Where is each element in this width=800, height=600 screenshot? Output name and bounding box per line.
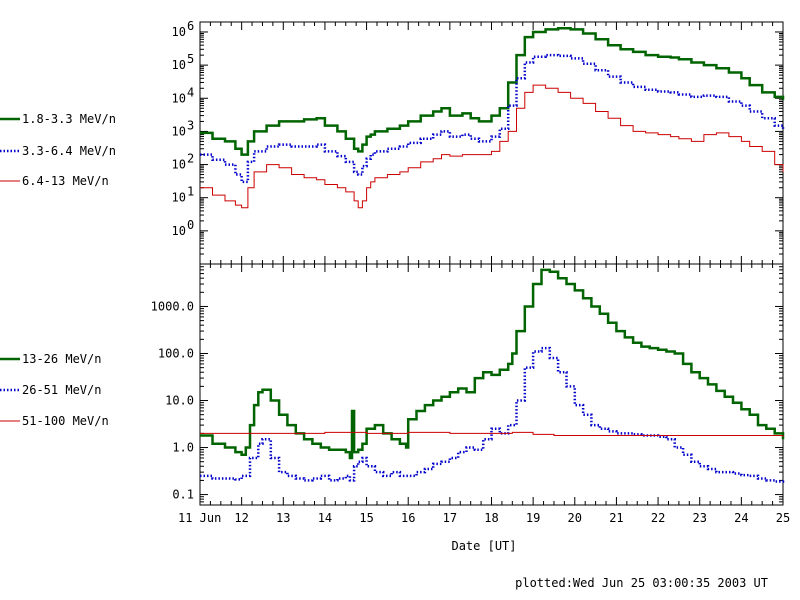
series-layer (200, 26, 785, 483)
x-tick-label: 14 (318, 511, 332, 525)
series-line-2-2 (200, 346, 785, 483)
legend-label: 1.8-3.3 MeV/n (22, 112, 116, 126)
x-tick-label: 21 (609, 511, 623, 525)
x-axis-label: Date [UT] (451, 539, 516, 553)
legend-label: 51-100 MeV/n (22, 414, 109, 428)
y-tick-exponent: 0 (187, 218, 194, 232)
y-tick-label: 100.0 (158, 346, 194, 360)
x-tick-label: 18 (484, 511, 498, 525)
x-tick-label: 23 (692, 511, 706, 525)
y-tick-label: 10 (172, 58, 186, 72)
plotted-timestamp: plotted:Wed Jun 25 03:00:35 2003 UT (515, 576, 768, 590)
x-tick-label: 19 (526, 511, 540, 525)
x-tick-label: 20 (568, 511, 582, 525)
y-tick-exponent: 5 (187, 52, 194, 66)
y-tick-label: 10 (172, 191, 186, 205)
series-line-2-3 (200, 431, 784, 437)
legend-layer: 1.8-3.3 MeV/n 3.3-6.4 MeV/n 6.4-13 MeV/n 13… (0, 112, 116, 428)
y-tick-label: 10 (172, 25, 186, 39)
x-tick-label: 25 (776, 511, 790, 525)
y-tick-label: 10.0 (165, 394, 194, 408)
y-tick-label: 1.0 (172, 441, 194, 455)
plot-frame-1 (199, 21, 784, 265)
legend-label: 13-26 MeV/n (22, 352, 101, 366)
x-tick-label: 16 (401, 511, 415, 525)
x-tick-label: 11 Jun (178, 511, 221, 525)
x-tick-label: 22 (651, 511, 665, 525)
legend-label: 3.3-6.4 MeV/n (22, 144, 116, 158)
x-tick-label: 17 (443, 511, 457, 525)
x-tick-label: 15 (359, 511, 373, 525)
x-tick-label: 24 (734, 511, 748, 525)
y-tick-label: 10 (172, 124, 186, 138)
y-tick-exponent: 1 (187, 185, 194, 199)
series-line-1-3 (200, 84, 784, 209)
series-line-2-1 (200, 268, 785, 460)
y-tick-label: 0.1 (172, 488, 194, 502)
y-tick-label: 10 (172, 224, 186, 238)
y-tick-label: 10 (172, 91, 186, 105)
y-tick-label: 1000.0 (151, 299, 194, 313)
y-tick-exponent: 6 (187, 19, 194, 33)
series-line-1-1 (200, 26, 785, 156)
y-tick-exponent: 2 (187, 152, 194, 166)
legend-label: 6.4-13 MeV/n (22, 174, 109, 188)
series-line-1-2 (200, 53, 785, 184)
y-tick-exponent: 4 (187, 85, 194, 99)
y-tick-exponent: 3 (187, 118, 194, 132)
legend-label: 26-51 MeV/n (22, 383, 101, 397)
y-tick-label: 10 (172, 158, 186, 172)
plot-frame-2 (199, 263, 784, 506)
x-tick-label: 13 (276, 511, 290, 525)
x-tick-label: 12 (234, 511, 248, 525)
